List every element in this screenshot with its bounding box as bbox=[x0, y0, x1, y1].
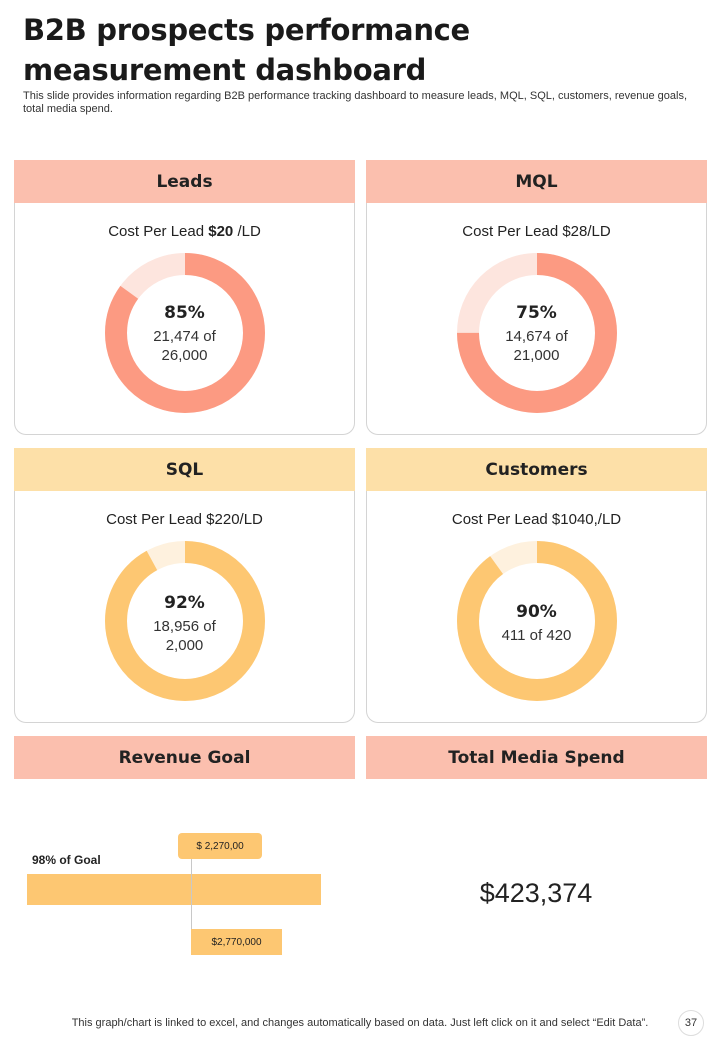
leads-percent: 85% bbox=[164, 303, 205, 323]
mql-detail-line1: 14,674 of bbox=[505, 328, 568, 345]
sql-card-header: SQL bbox=[14, 448, 355, 491]
donut-value-arc bbox=[105, 541, 265, 701]
sql-percent: 92% bbox=[164, 593, 205, 613]
revenue-actual-callout: $ 2,270,00 bbox=[178, 833, 262, 859]
customers-card: Customers Cost Per Lead $1040,/LD 90% 41… bbox=[366, 448, 707, 723]
donut-value-arc bbox=[105, 253, 265, 413]
revenue-goal-header: Revenue Goal bbox=[14, 736, 355, 779]
donut-value-arc bbox=[457, 541, 617, 701]
revenue-goal-marker-line bbox=[191, 858, 192, 954]
donut-value-arc bbox=[457, 253, 617, 413]
leads-donut bbox=[105, 253, 265, 413]
leads-card-header: Leads bbox=[14, 160, 355, 203]
mql-detail-line2: 21,000 bbox=[513, 347, 560, 364]
total-media-spend-card: Total Media Spend bbox=[366, 736, 707, 779]
mql-card-body: Cost Per Lead $28/LD 75% 14,674 of 21,00… bbox=[366, 203, 707, 435]
customers-donut bbox=[457, 541, 617, 701]
revenue-goal-label: 98% of Goal bbox=[32, 853, 101, 867]
sql-detail-line2: 2,000 bbox=[165, 637, 204, 654]
mql-percent: 75% bbox=[516, 303, 557, 323]
sql-cost-per-lead: Cost Per Lead $220/LD bbox=[106, 511, 263, 528]
revenue-goal-bar bbox=[27, 874, 321, 905]
page-subtitle: This slide provides information regardin… bbox=[23, 90, 687, 115]
customers-card-body: Cost Per Lead $1040,/LD 90% 411 of 420 bbox=[366, 491, 707, 723]
customers-percent: 90% bbox=[516, 602, 557, 622]
customers-cost-per-lead: Cost Per Lead $1040,/LD bbox=[451, 511, 622, 528]
footnote: This graph/chart is linked to excel, and… bbox=[71, 1017, 649, 1029]
leads-detail-line2: 26,000 bbox=[161, 347, 208, 364]
leads-cost-per-lead: Cost Per Lead $20 /LD bbox=[108, 223, 261, 240]
page-number: 37 bbox=[678, 1010, 704, 1036]
revenue-goal-card: Revenue Goal bbox=[14, 736, 355, 779]
sql-card: SQL Cost Per Lead $220/LD 92% 18,956 of … bbox=[14, 448, 355, 723]
customers-card-header: Customers bbox=[366, 448, 707, 491]
total-media-spend-value: $423,374 bbox=[479, 878, 593, 908]
mql-cost-per-lead: Cost Per Lead $28/LD bbox=[462, 223, 611, 240]
leads-card: Leads Cost Per Lead $20 /LD 85% 21,474 o… bbox=[14, 160, 355, 435]
page-title: B2B prospects performance measurement da… bbox=[23, 13, 470, 87]
mql-donut bbox=[457, 253, 617, 413]
leads-detail-line1: 21,474 of bbox=[153, 328, 216, 345]
sql-detail-line1: 18,956 of bbox=[153, 618, 216, 635]
mql-card: MQL Cost Per Lead $28/LD 75% 14,674 of 2… bbox=[366, 160, 707, 435]
revenue-goal-callout: $2,770,000 bbox=[191, 929, 282, 955]
sql-donut bbox=[105, 541, 265, 701]
mql-card-header: MQL bbox=[366, 160, 707, 203]
leads-card-body: Cost Per Lead $20 /LD 85% 21,474 of 26,0… bbox=[14, 203, 355, 435]
total-media-spend-header: Total Media Spend bbox=[366, 736, 707, 779]
customers-detail-line1: 411 of 420 bbox=[501, 627, 572, 644]
sql-card-body: Cost Per Lead $220/LD 92% 18,956 of 2,00… bbox=[14, 491, 355, 723]
